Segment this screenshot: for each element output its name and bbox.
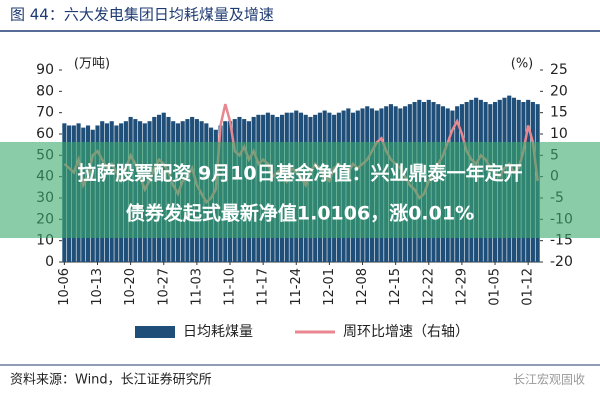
y2-tick-label: 20	[550, 83, 568, 99]
x-tick-label: 12-08	[355, 268, 370, 306]
x-tick-label: 10-13	[90, 268, 105, 306]
y2-tick-label: 25	[550, 62, 568, 78]
x-tick-label: 11-03	[189, 268, 204, 306]
source: 资料来源：Wind，长江证券研究所	[10, 372, 212, 388]
x-tick-label: 10-06	[57, 268, 72, 306]
y-tick-label: 60	[36, 126, 54, 142]
x-tick-label: 12-01	[322, 268, 337, 306]
watermark: 长江宏观固收	[513, 372, 585, 387]
x-tick-label: 10-20	[123, 268, 138, 306]
overlay-text: 债券发起式最新净值1.0106，涨0.01%	[126, 202, 474, 225]
y-unit: (万吨)	[74, 57, 110, 72]
x-tick-label: 12-29	[454, 268, 469, 306]
y2-tick-label: 15	[550, 105, 568, 121]
overlay-text: 拉萨股票配资 9月10日基金净值：兴业鼎泰一年定开	[77, 162, 522, 185]
x-tick-label: 12-15	[388, 268, 403, 306]
y-tick-label: 90	[36, 62, 54, 78]
x-tick-label: 12-22	[421, 268, 436, 306]
x-tick-label: 01-12	[521, 268, 536, 306]
x-tick-label: 11-10	[223, 268, 238, 306]
y-tick-label: 70	[36, 105, 54, 121]
legend-label: 日均耗煤量	[183, 324, 253, 340]
legend-label: 周环比增速（右轴）	[343, 324, 469, 340]
y2-tick-label: 10	[550, 126, 568, 142]
x-tick-label: 01-05	[488, 268, 503, 306]
legend-swatch	[135, 326, 175, 338]
y-tick-label: 80	[36, 83, 54, 99]
overlay-banner	[0, 142, 600, 238]
y2-tick-label: -20	[550, 254, 573, 270]
y-tick-label: 0	[45, 254, 54, 270]
x-tick-label: 11-17	[256, 268, 271, 306]
x-tick-label: 11-24	[289, 268, 304, 306]
x-tick-label: 10-27	[156, 268, 171, 306]
y2-unit: (%)	[511, 57, 534, 72]
chart-title: 图 44：六大发电集团日均耗煤量及增速	[10, 6, 274, 24]
